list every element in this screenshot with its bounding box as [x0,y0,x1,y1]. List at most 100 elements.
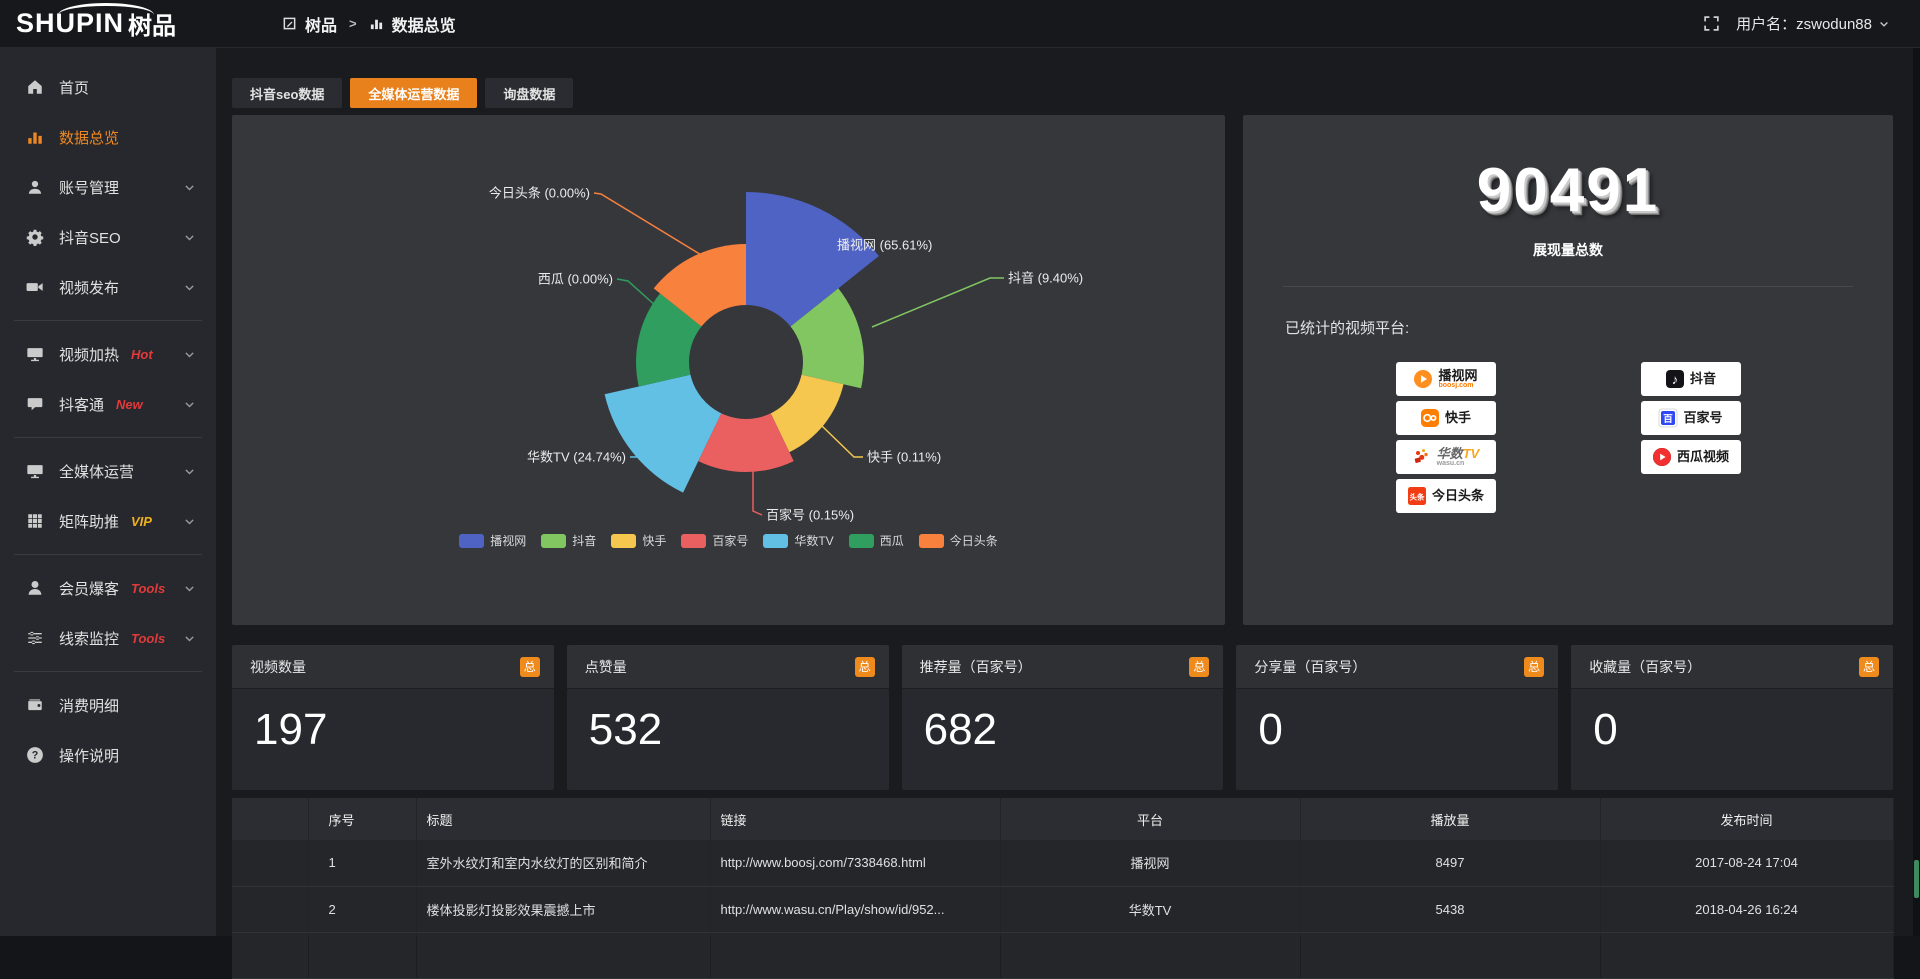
stat-card-header: 视频数量 总 [232,645,554,689]
platform-badge-播视网: 播视网 boosj.com [1395,362,1496,396]
pie-label: 今日头条 (0.00%) [489,186,590,201]
stat-card-total-badge[interactable]: 总 [1524,656,1545,677]
stat-card-total-badge[interactable]: 总 [519,656,540,677]
table-row: 1 室外水纹灯和室内水纹灯的区别和简介 http://www.boosj.com/7… [232,840,1894,887]
shupin-icon [283,17,296,30]
boosj-logo-icon [1414,370,1433,388]
breadcrumb-page[interactable]: 数据总览 [391,17,456,35]
tab-全媒体运营数据[interactable]: 全媒体运营数据 [350,78,478,108]
total-impressions-label: 展现量总数 [1533,242,1603,258]
stat-card-total-badge[interactable]: 总 [1858,656,1879,677]
cell-plays: 8497 [1300,840,1601,887]
sidebar-item-操作说明[interactable]: ? 操作说明 [0,730,216,780]
pie-label-line [630,428,674,458]
sidebar-divider [14,554,202,555]
data-tabs: 抖音seo数据 全媒体运营数据 询盘数据 [232,78,1893,108]
stat-card-header: 推荐量（百家号） 总 [901,645,1224,689]
sidebar-item-全媒体运营[interactable]: 全媒体运营 [0,446,216,496]
legend-label: 西瓜 [879,534,904,548]
stat-card-header: 点赞量 总 [566,645,889,689]
svg-text:头条: 头条 [1409,492,1425,502]
cell-title[interactable] [416,932,711,979]
user-menu[interactable]: 用户名：zswodun88 [1736,13,1890,34]
col-header-序号: 序号 [308,798,417,840]
sidebar-item-label: 矩阵助推 [59,513,120,531]
stat-card-value: 682 [923,705,998,754]
sidebar-item-label: 消费明细 [59,697,120,715]
cell-title[interactable]: 室外水纹灯和室内水纹灯的区别和简介 [416,840,711,887]
stat-card-total-badge[interactable]: 总 [854,656,875,677]
legend-item-西瓜[interactable]: 西瓜 [848,532,904,549]
legend-item-快手[interactable]: 快手 [611,532,666,549]
legend-item-今日头条[interactable]: 今日头条 [918,532,998,549]
svg-text:♪: ♪ [1672,372,1679,387]
stat-card-收藏量（百家号）: 收藏量（百家号） 总 0 [1571,645,1893,790]
stat-card-title: 推荐量（百家号） [919,658,1032,675]
legend-label: 今日头条 [949,534,998,548]
sidebar-item-线索监控[interactable]: 线索监控 Tools [0,613,216,663]
platform-badge-name: 今日头条 [1431,488,1484,504]
pie-label: 播视网 (65.61%) [837,238,932,253]
xigua-logo-icon [1652,448,1671,466]
chat-icon [27,398,43,411]
cell-link[interactable] [710,932,1001,979]
cell-title[interactable]: 楼体投影灯投影效果震撼上市 [416,886,711,933]
sidebar-item-label: 会员爆客 [59,580,120,598]
cell-link[interactable]: http://www.wasu.cn/Play/show/id/952... [710,886,1001,933]
cell-plays [1300,932,1601,979]
pie-label-line [752,467,763,516]
chevron-down-icon [1880,21,1888,27]
breadcrumb-app[interactable]: 树品 [305,17,338,35]
main-content: 抖音seo数据 全媒体运营数据 询盘数据 播视网 (65.61%) 抖音 (9.40%… [216,48,1920,979]
scrollbar-track[interactable] [1913,48,1920,936]
sidebar-item-视频加热[interactable]: 视频加热 Hot [0,329,216,379]
sidebar-item-抖音SEO[interactable]: 抖音SEO [0,212,216,262]
chevron-down-icon [185,635,194,642]
sidebar-item-消费明细[interactable]: 消费明细 [0,680,216,730]
legend-swatch [918,533,944,548]
douyin-logo-icon: ♪ [1665,370,1684,388]
stat-card-total-badge[interactable]: 总 [1189,656,1210,677]
sidebar-item-会员爆客[interactable]: 会员爆客 Tools [0,563,216,613]
pie-label-line [871,277,1004,328]
user-icon [28,180,42,194]
sidebar-item-首页[interactable]: 首页 [0,62,216,112]
fullscreen-icon[interactable] [1703,15,1720,32]
legend-item-播视网[interactable]: 播视网 [459,532,526,549]
cell-link[interactable]: http://www.boosj.com/7338468.html [710,840,1001,887]
top-bar: SHUPIN 树品 树品 > 数据总览 用户名：zswodun88 [0,0,1920,48]
table-row: 2 楼体投影灯投影效果震撼上市 http://www.wasu.cn/Play/sh… [232,886,1894,933]
breadcrumb: 树品 > 数据总览 [282,12,456,36]
sidebar-item-label: 视频发布 [59,279,120,297]
cell-platform [1000,932,1301,979]
scrollbar-thumb[interactable] [1914,860,1919,898]
stat-card-分享量（百家号）: 分享量（百家号） 总 0 [1236,645,1559,790]
sidebar-item-账号管理[interactable]: 账号管理 [0,162,216,212]
sidebar-item-矩阵助推[interactable]: 矩阵助推 VIP [0,496,216,546]
tab-抖音seo数据[interactable]: 抖音seo数据 [232,78,343,108]
legend-item-百家号[interactable]: 百家号 [681,532,748,549]
platform-badge-subtext: boosj.com [1438,382,1474,390]
kuaishou-logo-icon [1420,409,1439,427]
pie-label-line [616,278,667,316]
legend-item-华数TV[interactable]: 华数TV [763,532,834,549]
sidebar-item-视频发布[interactable]: 视频发布 [0,262,216,312]
pie-label: 西瓜 (0.00%) [538,272,613,287]
username-label: 用户名：zswodun88 [1736,16,1872,33]
sidebar-item-label: 首页 [59,79,90,97]
table-header-row: 序号 标题 链接 平台 播放量 发布时间 [232,798,1894,840]
app-logo[interactable]: SHUPIN 树品 [0,0,216,48]
legend-item-抖音[interactable]: 抖音 [541,532,596,549]
legend-swatch [611,533,637,548]
chevron-down-icon [185,284,194,291]
sidebar-item-label: 抖音SEO [59,229,121,247]
sidebar-item-label: 账号管理 [59,179,120,197]
cell-platform: 华数TV [1000,886,1301,933]
bar-chart-icon [370,19,382,30]
sidebar-item-数据总览[interactable]: 数据总览 [0,112,216,162]
platform-badge-抖音: ♪ 抖音 [1640,362,1741,396]
pie-label: 快手 (0.11%) [867,450,941,465]
sidebar-item-抖客通[interactable]: 抖客通 New [0,379,216,429]
tab-询盘数据[interactable]: 询盘数据 [485,78,574,108]
platform-share-chart-panel: 播视网 (65.61%) 抖音 (9.40%) 快手 (0.11%) 百家号 (0.1… [232,115,1225,625]
